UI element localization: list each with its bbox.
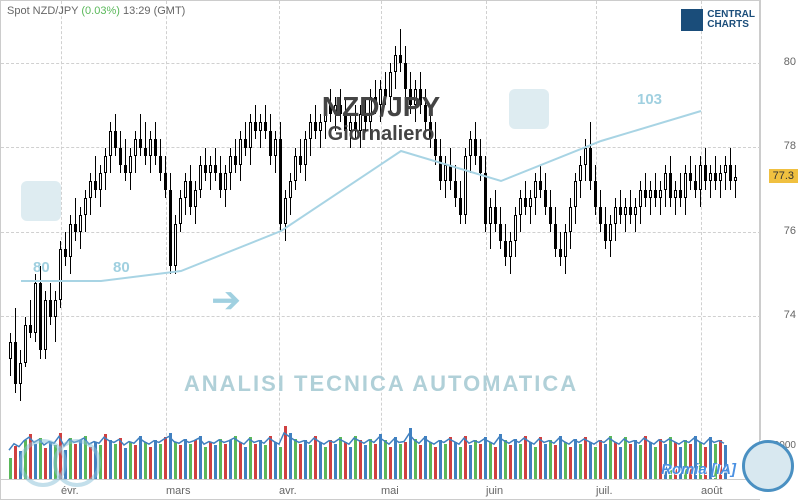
x-tick: avr. (279, 485, 297, 497)
x-axis: évr.marsavr.maijuinjuil.août (1, 479, 761, 499)
logo-icon (681, 9, 703, 31)
watermark-text: ANALISI TECNICA AUTOMATICA (1, 371, 761, 397)
x-tick: mai (381, 485, 399, 497)
author-avatar[interactable] (742, 440, 794, 492)
x-tick: août (701, 485, 722, 497)
y-axis: 8078767477.3100000 (760, 0, 800, 440)
brand-logo: CENTRAL CHARTS (681, 9, 755, 31)
chart-header: Spot NZD/JPY (0.03%) 13:29 (GMT) (7, 5, 185, 17)
x-tick: mars (166, 485, 190, 497)
current-price-label: 77.3 (769, 169, 798, 183)
instrument-name: Spot NZD/JPY (7, 5, 78, 17)
timestamp: 13:29 (GMT) (123, 5, 185, 17)
author-signature: Romia [IA] (661, 461, 736, 478)
y-tick: 76 (784, 225, 796, 237)
y-tick: 74 (784, 309, 796, 321)
nav-circle-icon[interactable] (53, 439, 101, 487)
x-tick: juin (486, 485, 503, 497)
x-tick: juil. (596, 485, 613, 497)
chart-container: Spot NZD/JPY (0.03%) 13:29 (GMT) CENTRAL… (0, 0, 760, 500)
y-tick: 78 (784, 140, 796, 152)
logo-text-2: CHARTS (707, 20, 755, 30)
change-pct: (0.03%) (81, 5, 120, 17)
chart-subtitle: Giornaliero (1, 123, 761, 146)
y-tick: 80 (784, 56, 796, 68)
chart-title: NZD/JPY (1, 91, 761, 123)
